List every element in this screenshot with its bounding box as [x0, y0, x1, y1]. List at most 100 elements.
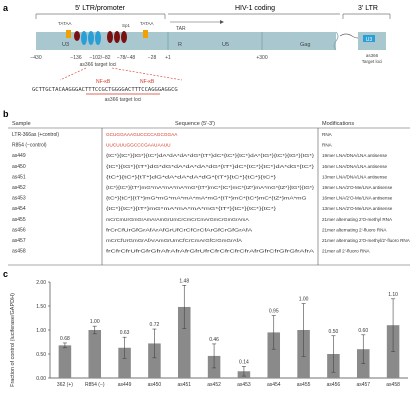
nfkb-site-2: [107, 31, 113, 43]
nfkb-site-3: [114, 31, 120, 43]
y-axis-label: Fraction of control (luciferase/GAPDH): [10, 293, 16, 387]
tar-label: TAR: [176, 26, 186, 32]
coord-2: −136: [70, 55, 81, 61]
table-rows: LTR-366as (+control) GCUGGAAAGUCCCCAGCGGA…: [12, 132, 411, 255]
table-cell-modification: 13mer LNA/2'O-Me/LNA antisense: [322, 206, 393, 211]
coord-3: −102/−82: [89, 55, 110, 61]
coding-title: HIV-1 coding: [235, 5, 275, 12]
y-tick-label: 1.00: [36, 328, 46, 334]
bar: [118, 347, 131, 378]
table-cell-sequence: frCrCfUrGfGrAfArAfGrUfCrCfCrCfArGfCrGfGr…: [106, 227, 254, 232]
y-tick-label: 0.00: [36, 376, 46, 382]
table-cell-modification: 21mer all 2'-fluoro RNA: [322, 249, 371, 254]
sp1-label: Sp1: [122, 23, 131, 28]
ltr3-title: 3' LTR: [358, 5, 378, 12]
bar: [148, 343, 161, 378]
bar-value-label: 0.63: [120, 330, 130, 336]
coord-1: −430: [30, 55, 41, 61]
table-cell-sample: as454: [12, 206, 26, 212]
x-tick-label: as449: [118, 382, 132, 388]
sp1-site-1: [81, 31, 87, 45]
x-tick-label: as452: [207, 382, 221, 388]
chart-bars: 0.68 362 (+) 1.00 R854 (−) 0.63 as449 0.72 as45…: [57, 278, 400, 388]
header-sample: Sample: [12, 121, 31, 127]
panel-c: c Fraction of control (luciferase/GAPDH)…: [0, 268, 417, 404]
table-cell-modification: 13mer LNA/DNA/LNA antisense: [322, 174, 388, 179]
bar: [58, 345, 72, 378]
nfkb-seq-label-1: NF-κB: [96, 79, 111, 85]
nfkb-site-4: [121, 31, 127, 43]
bar-value-label: 0.95: [269, 309, 279, 315]
table-cell-sample: LTR-366as (+control): [12, 132, 59, 138]
x-tick-label: as455: [297, 382, 311, 388]
table-cell-sample: as450: [12, 164, 26, 170]
genome-bar: [36, 32, 336, 50]
genome-break: [333, 31, 339, 51]
bar-value-label: 1.00: [90, 319, 100, 325]
coord-6: +1: [165, 55, 171, 61]
table-cell-sequence: UUCUUUGGCCCGAAUAAUU: [106, 143, 171, 148]
table-cell-sample: as455: [12, 217, 26, 223]
bar-value-label: 1.10: [388, 292, 398, 298]
panel-b-label: b: [3, 109, 9, 119]
table-cell-sequence: {tC*}{tC*}{tT*}dG*dA*dA*dA*dG*{tT*}{tC*}…: [106, 174, 277, 179]
table-cell-sample: as449: [12, 153, 26, 159]
table-cell-sequence: mCrCfUrGmGrAfArAmGrUmCfCrCmArGfCrGmGrAfA: [106, 238, 243, 243]
panel-a-diagram: a 5' LTR/promoter HIV-1 coding 3' LTR U3…: [3, 3, 391, 103]
x-tick-label: 362 (+): [57, 382, 73, 388]
table-cell-sequence: GCUGGAAAGUCCCCAGCGGAA: [106, 132, 178, 137]
x-tick-label: as454: [267, 382, 281, 388]
y-tick-label: 0.50: [36, 352, 46, 358]
table-cell-modification: 19mer LNA/DNA/LNA antisense: [322, 153, 388, 158]
table-cell-modification: 19mer LNA/2'O-Me/LNA antisense: [322, 185, 393, 190]
table-cell-sample: as451: [12, 174, 26, 180]
panel-b: b Sample Sequence (5'-3') Modifications …: [0, 108, 417, 268]
zoom-line-left: [59, 67, 87, 81]
target-loci-label-right-2: Target loci: [362, 59, 383, 64]
table-cell-modification: 16mer LNA/DNA/LNA antisense: [322, 164, 388, 169]
tar-arrow-head: [220, 20, 224, 24]
x-tick-label: as451: [177, 382, 191, 388]
header-modifications: Modifications: [322, 121, 354, 127]
tata-label-1: TATAA: [58, 21, 72, 26]
table-cell-sequence: mCrCmUrGmGrAmArAmGrUmCrCmCrCmArGmCrGmGrA…: [106, 217, 250, 222]
panel-a-label: a: [3, 3, 9, 13]
coord-4: −78/−48: [117, 55, 136, 61]
table-cell-sequence: frCfrCfrUfrGfrGfrAfrAfrAfrGfrUfrCfrCfrCf…: [106, 249, 316, 254]
table-cell-sample: as452: [12, 185, 26, 191]
sp1-site-3: [95, 31, 101, 45]
x-tick-label: as456: [327, 382, 341, 388]
table-cell-sequence: {tC*}{tG*}{tT*}dG*dG*dA*dA*dA*dG*{tT*}dC…: [106, 164, 315, 169]
bar-value-label: 0.50: [329, 329, 339, 335]
table-cell-modification: 16mer LNA/2'O-Me/LNA antisense: [322, 196, 393, 201]
target-loci-label: as366 target loci: [80, 62, 117, 68]
sequence-target-label: as366 target loci: [105, 97, 142, 103]
y-tick-label: 1.50: [36, 304, 46, 310]
sp1-site-2: [88, 31, 94, 45]
bar-value-label: 0.60: [358, 328, 368, 334]
bar-value-label: 1.00: [299, 297, 309, 303]
table-cell-sequence: {tC*}{tC*}{tG*}{tC*}dA*dA*dA*dG*{tT*}dC*…: [106, 153, 315, 158]
tata-label-2: TATAA: [140, 21, 154, 26]
table-cell-sequence: {tC*}{tC*}{tT*}mG*mA*mA*mA*mG*{tT*}mC*{t…: [106, 185, 315, 190]
bar-value-label: 1.48: [179, 278, 189, 284]
bar-value-label: 0.68: [60, 336, 70, 342]
region-r: R: [178, 42, 182, 48]
header-sequence: Sequence (5'-3'): [175, 121, 215, 127]
x-tick-label: as453: [237, 382, 251, 388]
table-cell-sample: as453: [12, 196, 26, 202]
nfkb-site-1: [74, 31, 80, 41]
region-gag: Gag: [300, 42, 310, 48]
ltr3-target-mark: [363, 35, 375, 42]
x-tick-label: R854 (−): [85, 382, 105, 388]
tata-box-2: [143, 30, 148, 38]
bar-value-label: 0.14: [239, 359, 249, 365]
ltr3-box-label: U3: [366, 37, 373, 43]
bar: [267, 332, 281, 378]
bar: [177, 306, 191, 378]
table-cell-modification: 21mer alternating 2'O-methyl RNA: [322, 217, 393, 222]
x-tick-label: as450: [148, 382, 162, 388]
bar: [88, 330, 102, 378]
table-cell-sample: R854 (−control): [12, 143, 47, 149]
table-cell-modification: RNA: [322, 132, 333, 137]
